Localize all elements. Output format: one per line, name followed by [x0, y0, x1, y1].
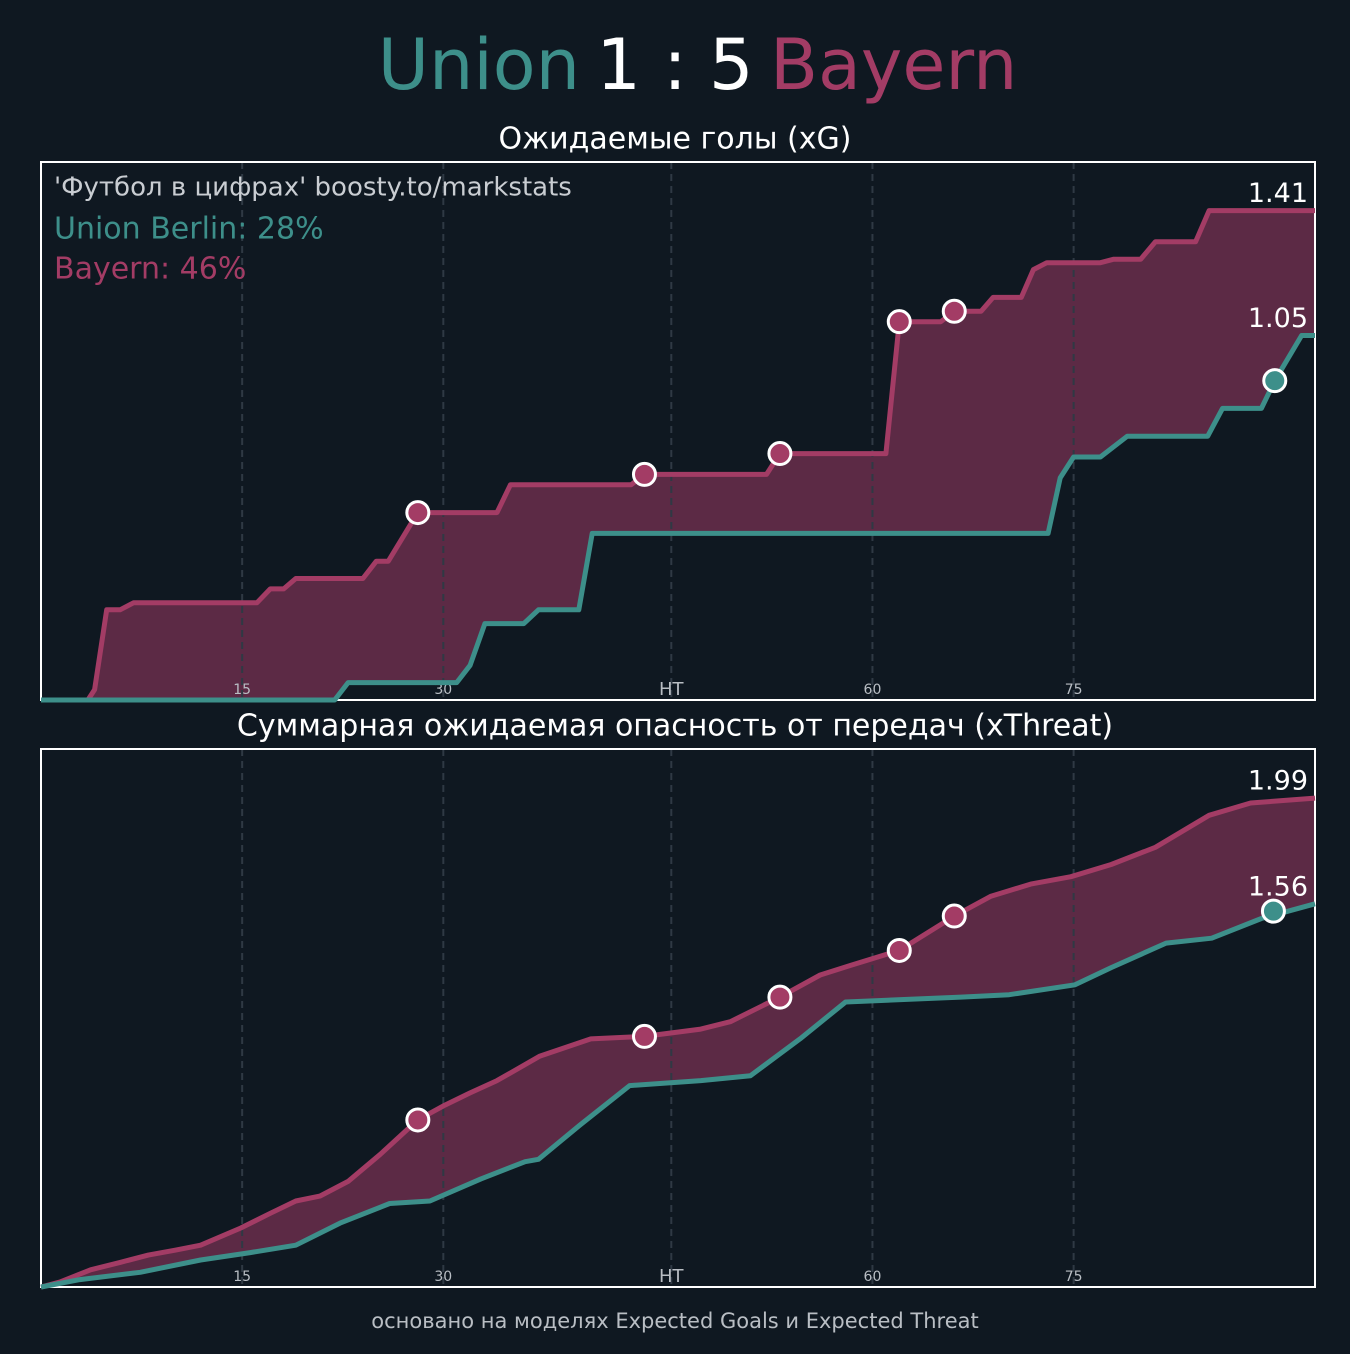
- annotation: 'Футбол в цифрах' boosty.to/markstats: [54, 173, 572, 203]
- x-tick-label: HT: [659, 1266, 685, 1287]
- footer: основано на моделях Expected Goals и Exp…: [371, 1309, 978, 1333]
- end-value-label: 1.56: [1248, 871, 1308, 902]
- line: [41, 208, 1315, 703]
- end-value-label: 1.41: [1248, 178, 1308, 209]
- x-tick-label: 30: [434, 682, 452, 698]
- goal-marker: [1260, 898, 1286, 924]
- annotation: Bayern: 46%: [54, 252, 246, 287]
- home-team: Union: [378, 24, 580, 106]
- goal-marker: [405, 500, 431, 526]
- plot-frame: [40, 161, 1316, 701]
- x-tick-label: 60: [864, 1269, 882, 1285]
- x-tick-label: 15: [233, 682, 251, 698]
- goal-marker: [1262, 368, 1288, 394]
- end-value-label: 1.05: [1248, 303, 1308, 334]
- chart-title: Суммарная ожидаемая опасность от передач…: [237, 709, 1113, 744]
- x-tick-label: 60: [864, 682, 882, 698]
- line: [41, 333, 1315, 703]
- goal-marker: [631, 461, 657, 487]
- line: [40, 901, 1316, 1290]
- plot-frame: [40, 748, 1316, 1288]
- goal-marker: [941, 298, 967, 324]
- annotation: Union Berlin: 28%: [54, 212, 324, 247]
- goal-marker: [941, 903, 967, 929]
- x-tick-label: 75: [1065, 682, 1083, 698]
- x-tick-label: 15: [233, 1269, 251, 1285]
- x-tick-label: 75: [1065, 1269, 1083, 1285]
- goal-marker: [405, 1107, 431, 1133]
- away-team: Bayern: [770, 24, 1017, 106]
- chart-title: Ожидаемые голы (xG): [499, 122, 852, 157]
- goal-marker: [767, 984, 793, 1010]
- area: [41, 903, 1315, 1287]
- line: [40, 795, 1316, 1290]
- area: [41, 335, 1315, 700]
- goal-marker: [767, 441, 793, 467]
- x-tick-label: 30: [434, 1269, 452, 1285]
- x-tick-label: HT: [659, 679, 685, 700]
- goal-marker: [886, 937, 912, 963]
- goal-marker: [631, 1023, 657, 1049]
- goal-marker: [886, 309, 912, 335]
- end-value-label: 1.99: [1248, 766, 1308, 797]
- score: 1 : 5: [596, 24, 753, 106]
